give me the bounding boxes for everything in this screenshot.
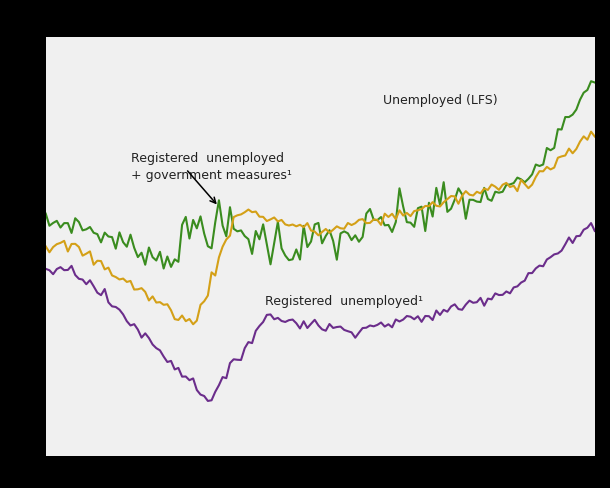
Text: Registered  unemployed
+ government measures¹: Registered unemployed + government measu…: [131, 152, 292, 183]
Text: Unemployed (LFS): Unemployed (LFS): [383, 94, 498, 107]
Text: Registered  unemployed¹: Registered unemployed¹: [265, 295, 423, 308]
